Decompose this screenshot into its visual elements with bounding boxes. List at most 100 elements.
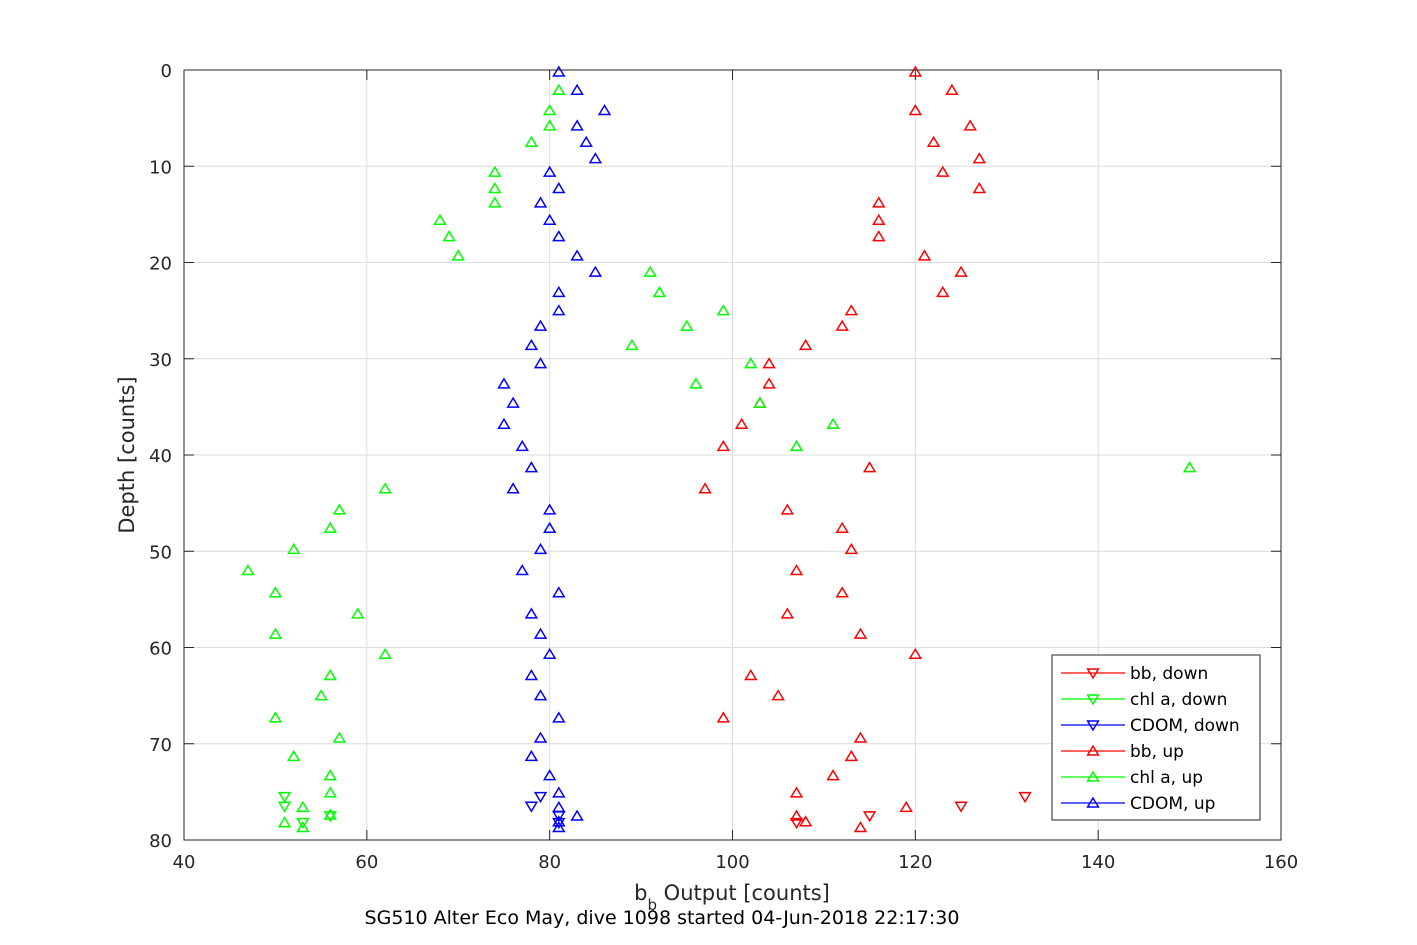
- x-tick-label: 40: [173, 852, 196, 873]
- marker-bb-up: [835, 319, 849, 331]
- marker-cdom-down: [533, 791, 548, 804]
- y-tick-label: 60: [149, 639, 172, 660]
- x-axis-label: bb Output [counts]: [634, 881, 830, 914]
- marker-cdom-up: [542, 647, 557, 660]
- marker-cdom-up: [552, 711, 566, 723]
- marker-bb-up: [908, 647, 923, 660]
- x-axis-ticks: 40 60 80 100 120 140 160: [173, 70, 1298, 873]
- legend-label-bb-down: bb, down: [1130, 664, 1208, 684]
- legend-label-bb-up: bb, up: [1130, 742, 1184, 762]
- marker-chl-a-up: [716, 304, 731, 316]
- legend-label-cdom-up: CDOM, up: [1130, 794, 1215, 814]
- marker-chl-a-up: [488, 196, 502, 208]
- marker-cdom-up: [524, 461, 539, 473]
- marker-chl-a-up: [268, 627, 283, 639]
- marker-bb-up: [789, 786, 804, 798]
- marker-cdom-up: [570, 119, 584, 131]
- y-tick-label: 0: [161, 61, 172, 82]
- marker-chl-a-up: [241, 564, 255, 576]
- marker-bb-up: [716, 439, 731, 452]
- x-tick-label: 160: [1264, 852, 1298, 873]
- marker-chl-a-up: [488, 165, 502, 177]
- marker-bb-up: [771, 689, 785, 701]
- marker-bb-up: [862, 461, 877, 473]
- marker-bb-up: [926, 135, 941, 147]
- legend-marker-chl-a-down: [1086, 694, 1100, 706]
- marker-chl-a-up: [286, 749, 301, 762]
- marker-cdom-up: [542, 503, 557, 515]
- legend-box: [1051, 654, 1261, 821]
- marker-chl-a-up: [826, 417, 840, 429]
- marker-chl-a-up: [689, 377, 703, 389]
- marker-chl-a-up: [789, 439, 804, 452]
- marker-cdom-up: [533, 731, 548, 743]
- marker-bb-up: [698, 482, 712, 494]
- marker-bb-up: [744, 669, 758, 681]
- y-tick-label: 20: [149, 254, 172, 275]
- marker-chl-a-up: [332, 503, 347, 515]
- marker-bb-up: [789, 564, 804, 576]
- marker-bb-up: [844, 749, 859, 762]
- marker-cdom-up: [524, 607, 539, 619]
- marker-cdom-up: [533, 319, 548, 331]
- marker-cdom-up: [533, 689, 548, 701]
- marker-cdom-up: [552, 285, 566, 298]
- marker-cdom-up: [588, 152, 603, 164]
- marker-bb-up: [762, 357, 776, 369]
- marker-chl-a-up: [332, 731, 347, 743]
- marker-bb-up: [872, 213, 886, 225]
- marker-cdom-up: [515, 439, 529, 452]
- x-tick-label: 100: [715, 852, 749, 873]
- marker-cdom-up: [552, 304, 566, 316]
- marker-chl-a-up: [378, 482, 392, 494]
- marker-bb-up: [917, 249, 932, 261]
- y-tick-label: 70: [149, 735, 172, 756]
- marker-bb-down: [862, 811, 877, 823]
- marker-chl-a-up: [451, 249, 465, 261]
- marker-chl-a-up: [652, 285, 667, 298]
- marker-bb-up: [798, 815, 813, 827]
- marker-cdom-up: [552, 586, 566, 598]
- marker-bb-up: [899, 800, 913, 813]
- marker-bb-up: [853, 627, 868, 639]
- marker-bb-up: [826, 769, 840, 781]
- marker-chl-a-up: [323, 669, 337, 681]
- marker-cdom-up: [552, 800, 566, 813]
- marker-cdom-up: [533, 196, 548, 208]
- marker-bb-up: [853, 731, 868, 743]
- marker-chl-a-up: [323, 786, 337, 798]
- marker-chl-a-up: [542, 104, 557, 116]
- marker-cdom-up: [570, 809, 584, 821]
- marker-bb-up: [844, 304, 859, 316]
- y-axis-ticks: 0 10 20 30 40 50 60 70 80: [149, 61, 1281, 852]
- legend-marker-cdom-up: [1086, 796, 1100, 808]
- marker-chl-a-up: [625, 338, 639, 351]
- marker-chl-a-up: [323, 808, 337, 820]
- marker-bb-up: [936, 165, 950, 177]
- marker-chl-a-up: [323, 769, 337, 781]
- marker-cdom-up: [542, 521, 557, 533]
- marker-bb-up: [835, 521, 849, 533]
- marker-chl-a-up: [277, 816, 292, 828]
- marker-chl-a-up: [268, 711, 283, 723]
- y-tick-label: 40: [149, 446, 172, 467]
- marker-cdom-up: [533, 357, 548, 369]
- marker-cdom-up: [524, 338, 539, 351]
- marker-cdom-down: [524, 801, 539, 813]
- marker-chl-a-up: [286, 542, 301, 555]
- y-tick-label: 80: [149, 831, 172, 852]
- marker-cdom-up: [570, 83, 584, 96]
- marker-chl-a-up: [753, 396, 767, 408]
- marker-cdom-up: [533, 627, 548, 639]
- marker-chl-a-up: [744, 357, 758, 369]
- marker-bb-down: [954, 801, 968, 813]
- marker-cdom-up: [570, 249, 584, 261]
- marker-cdom-up: [524, 749, 539, 762]
- marker-cdom-up: [506, 482, 520, 494]
- marker-cdom-up: [542, 165, 557, 177]
- marker-cdom-up: [588, 265, 603, 277]
- marker-chl-a-up: [552, 83, 566, 96]
- marker-chl-a-down: [296, 817, 310, 830]
- legend-marker-cdom-down: [1086, 720, 1100, 732]
